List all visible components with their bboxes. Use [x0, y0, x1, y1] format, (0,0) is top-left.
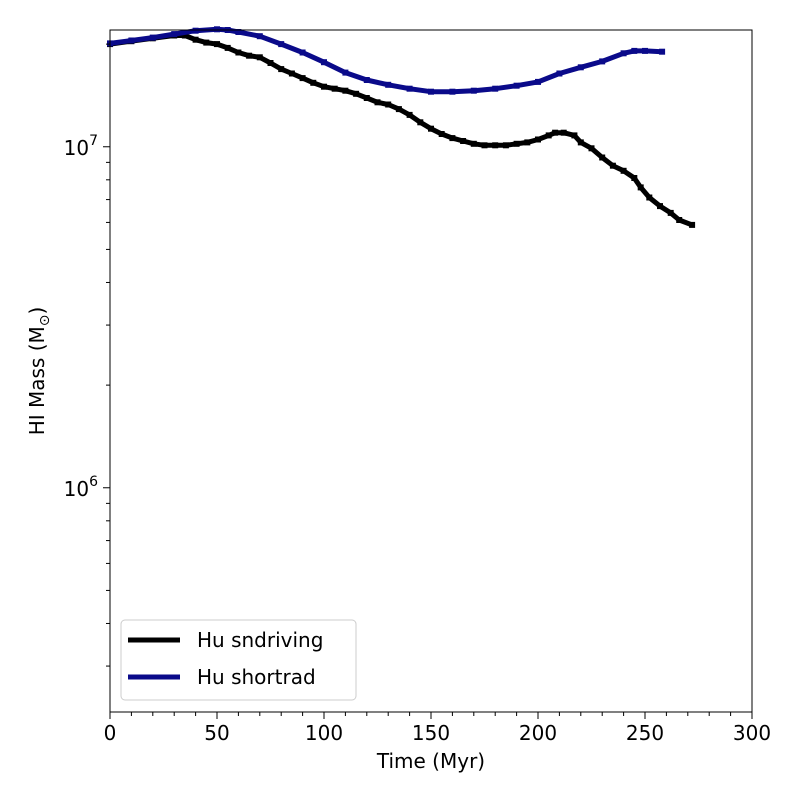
data-point-hu-shortrad	[659, 48, 666, 55]
data-point-hu-sndriving	[428, 125, 434, 132]
data-point-hu-sndriving	[535, 136, 541, 143]
data-point-hu-shortrad	[192, 27, 199, 34]
data-point-hu-sndriving	[321, 83, 327, 90]
data-point-hu-sndriving	[288, 70, 295, 77]
x-tick-label: 150	[412, 721, 450, 745]
data-point-hu-sndriving	[385, 101, 392, 108]
data-point-hu-sndriving	[609, 162, 616, 169]
y-tick-label: 106	[64, 474, 98, 501]
data-point-hu-shortrad	[642, 47, 648, 54]
data-point-hu-sndriving	[235, 49, 242, 56]
data-point-hu-shortrad	[620, 50, 627, 57]
y-axis-label-close: )	[25, 307, 49, 315]
data-point-hu-shortrad	[235, 29, 242, 35]
data-point-hu-sndriving	[406, 111, 413, 118]
x-tick-label: 300	[733, 721, 771, 745]
data-point-hu-shortrad	[492, 85, 499, 92]
data-point-hu-sndriving	[470, 140, 477, 147]
data-point-hu-sndriving	[203, 39, 210, 46]
data-point-hu-sndriving	[657, 203, 663, 210]
data-point-hu-shortrad	[171, 31, 178, 38]
y-axis-label: HI Mass (M⊙)	[25, 307, 53, 436]
data-point-hu-shortrad	[470, 87, 477, 94]
data-point-hu-shortrad	[577, 64, 584, 71]
data-point-hu-sndriving	[438, 131, 445, 137]
data-point-hu-sndriving	[588, 145, 595, 152]
y-axis-label-symbol: ⊙	[37, 315, 53, 327]
data-point-hu-shortrad	[513, 82, 520, 89]
data-point-hu-shortrad	[299, 49, 306, 56]
data-point-hu-shortrad	[149, 34, 156, 41]
data-point-hu-sndriving	[353, 90, 360, 97]
data-point-hu-shortrad	[214, 26, 220, 33]
data-point-hu-sndriving	[299, 75, 306, 82]
data-point-hu-sndriving	[513, 140, 520, 147]
data-point-hu-shortrad	[631, 47, 638, 54]
data-point-hu-sndriving	[278, 66, 285, 73]
data-point-hu-sndriving	[374, 99, 381, 106]
data-point-hu-sndriving	[492, 142, 499, 149]
data-point-hu-sndriving	[571, 132, 578, 139]
data-point-hu-shortrad	[449, 88, 456, 95]
legend-label-hu-sndriving: Hu sndriving	[197, 628, 323, 652]
data-point-hu-sndriving	[545, 132, 552, 139]
x-tick-label: 0	[104, 721, 117, 745]
data-point-hu-sndriving	[246, 52, 253, 59]
data-point-hu-sndriving	[192, 36, 199, 43]
data-point-hu-shortrad	[599, 58, 606, 65]
y-axis: 106 107	[64, 43, 110, 667]
data-point-hu-shortrad	[406, 85, 413, 92]
data-point-hu-shortrad	[321, 59, 327, 66]
data-point-hu-sndriving	[460, 138, 467, 144]
data-point-hu-sndriving	[363, 95, 370, 101]
x-tick-label: 200	[519, 721, 557, 745]
series-layer	[107, 26, 696, 228]
data-point-hu-sndriving	[637, 184, 644, 191]
data-point-hu-sndriving	[331, 85, 338, 92]
data-point-hu-sndriving	[599, 154, 606, 161]
data-point-hu-sndriving	[310, 79, 317, 86]
data-point-hu-shortrad	[278, 41, 285, 48]
data-point-hu-shortrad	[128, 37, 135, 44]
y-axis-label-text: HI Mass (M	[25, 326, 49, 435]
data-point-hu-sndriving	[267, 60, 274, 66]
data-point-hu-shortrad	[256, 33, 263, 40]
x-axis-label: Time (Myr)	[376, 749, 485, 773]
legend-label-hu-shortrad: Hu shortrad	[197, 665, 316, 689]
data-point-hu-sndriving	[214, 41, 220, 48]
data-point-hu-sndriving	[449, 135, 456, 142]
data-point-hu-sndriving	[481, 142, 488, 149]
data-point-hu-sndriving	[646, 194, 653, 201]
data-point-hu-shortrad	[363, 77, 370, 83]
x-tick-label: 250	[626, 721, 664, 745]
data-point-hu-sndriving	[524, 139, 531, 146]
data-point-hu-shortrad	[428, 88, 434, 95]
data-point-hu-sndriving	[676, 217, 683, 223]
data-point-hu-sndriving	[552, 129, 559, 136]
data-point-hu-shortrad	[342, 69, 349, 76]
data-point-hu-sndriving	[577, 139, 584, 146]
data-point-hu-sndriving	[417, 119, 424, 126]
data-point-hu-sndriving	[620, 167, 627, 174]
data-point-hu-sndriving	[502, 142, 509, 149]
y-tick-label: 107	[64, 133, 98, 160]
data-point-hu-sndriving	[181, 32, 188, 39]
data-point-hu-sndriving	[224, 44, 231, 51]
data-point-hu-shortrad	[556, 70, 563, 77]
data-point-hu-shortrad	[535, 78, 541, 85]
data-point-hu-sndriving	[631, 175, 638, 181]
x-axis: 0 50 100 150 200 250 300	[104, 712, 771, 745]
data-point-hu-sndriving	[342, 87, 349, 94]
legend: Hu sndriving Hu shortrad	[120, 619, 357, 701]
data-point-hu-sndriving	[560, 129, 567, 136]
data-point-hu-sndriving	[395, 106, 402, 113]
data-point-hu-sndriving	[256, 54, 263, 61]
x-tick-label: 50	[204, 721, 229, 745]
x-tick-label: 100	[305, 721, 343, 745]
data-point-hu-shortrad	[385, 81, 392, 88]
data-point-hu-sndriving	[689, 221, 696, 228]
data-point-hu-sndriving	[667, 209, 674, 216]
